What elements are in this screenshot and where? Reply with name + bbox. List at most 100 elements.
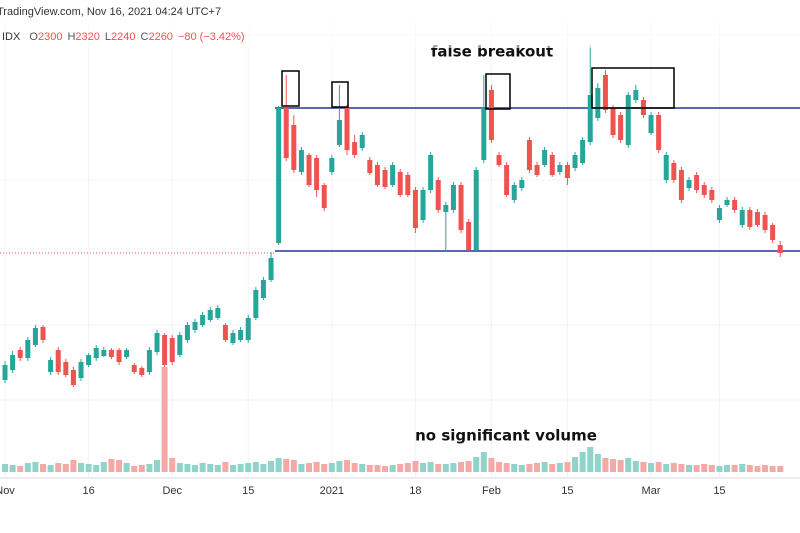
volume-bar: [701, 464, 708, 472]
volume-bar: [465, 461, 472, 472]
candle-body: [200, 315, 206, 325]
candle-body: [108, 350, 114, 357]
candle-body: [504, 165, 510, 195]
volume-bar: [17, 466, 24, 472]
candle-body: [63, 362, 69, 375]
candle-body: [671, 163, 677, 180]
candle-body: [116, 350, 122, 362]
candle-body: [656, 115, 662, 150]
ohlc-value: 2320: [75, 31, 99, 43]
candle-body: [732, 200, 738, 210]
candle-body: [466, 222, 472, 250]
candle-body: [32, 328, 38, 345]
candle-body: [754, 212, 760, 225]
x-tick-label: 16: [82, 485, 94, 497]
volume-bar: [648, 463, 655, 472]
x-tick-label: 18: [409, 485, 421, 497]
volume-bar: [275, 458, 282, 472]
candle-body: [93, 348, 99, 358]
candles: [2, 45, 783, 387]
volume-bar: [670, 463, 677, 472]
candle-body: [663, 155, 669, 180]
volume-bar: [731, 465, 738, 472]
candle-body: [762, 215, 768, 230]
candle-body: [321, 185, 327, 208]
volume-bar: [116, 460, 123, 472]
volume-bar: [503, 463, 510, 472]
candle-body: [557, 165, 563, 172]
change: −80 (−3.42%): [178, 31, 245, 43]
volume-bar: [617, 460, 624, 472]
candle-body: [314, 158, 320, 190]
x-tick-label: Mar: [642, 485, 661, 497]
volume-bar: [62, 464, 69, 472]
candle-body: [397, 172, 403, 195]
ohlc-value: 2260: [148, 31, 172, 43]
volume-bar: [268, 461, 275, 472]
volume-bar: [328, 463, 335, 472]
candle-body: [276, 108, 282, 243]
candle-body: [78, 362, 84, 378]
ohlc-value: 2240: [111, 31, 135, 43]
volume-bar: [458, 462, 465, 472]
volume-bar: [32, 462, 39, 472]
volume-bar: [594, 454, 601, 472]
candle-body: [359, 135, 365, 148]
volume-bar: [534, 463, 541, 472]
volume-bar: [549, 464, 556, 472]
candle-body: [633, 90, 639, 100]
volume-bar: [199, 463, 206, 472]
ohlc-legend: IDX O2300 H2320 L2240 C2260 −80 (−3.42%): [2, 31, 245, 43]
volume-bar: [245, 463, 252, 472]
candle-body: [139, 368, 145, 375]
candle-body: [694, 175, 700, 190]
candle-body: [542, 150, 548, 165]
volume-bar: [40, 464, 47, 472]
candle-body: [253, 290, 259, 318]
volume-bar: [496, 462, 503, 472]
candle-body: [610, 108, 616, 135]
candle-body: [534, 165, 540, 175]
candle-body: [154, 333, 160, 352]
candle-body: [101, 350, 107, 356]
candle-body: [648, 115, 654, 133]
candle-body: [390, 165, 396, 185]
volume-bar: [192, 465, 199, 472]
volume-bar: [138, 465, 145, 472]
volume-bar: [640, 462, 647, 472]
candle-body: [329, 158, 335, 172]
ohlc-key: L: [105, 31, 111, 43]
candle-body: [625, 95, 631, 145]
volume-bar: [100, 462, 107, 472]
volume-bar: [214, 465, 221, 472]
candle-body: [572, 155, 578, 168]
candle-body: [162, 335, 168, 365]
volume-bar: [237, 464, 244, 472]
candle-body: [207, 310, 213, 320]
volume-bar: [123, 463, 130, 472]
volume-bar: [541, 462, 548, 472]
volume-bar: [146, 464, 153, 472]
x-tick-label: Nov: [0, 485, 15, 497]
volume-bar: [708, 465, 715, 472]
x-tick-label: 15: [242, 485, 254, 497]
volume-bar: [754, 466, 761, 472]
volume-bar: [78, 463, 85, 472]
candle-body: [124, 350, 130, 357]
volume-bar: [572, 457, 579, 472]
candle-body: [192, 322, 198, 330]
volume-bar: [321, 464, 328, 472]
volume-bar: [625, 458, 632, 472]
volume-bar: [716, 466, 723, 472]
ohlc-key: H: [67, 31, 75, 43]
volume-bar: [526, 464, 533, 472]
volume-bar: [55, 463, 62, 472]
candle-body: [724, 200, 730, 205]
candle-body: [549, 155, 555, 175]
x-tick-label: Dec: [162, 485, 182, 497]
candle-body: [473, 170, 479, 250]
volume-bar: [587, 447, 594, 472]
volume-bar: [108, 459, 115, 472]
candle-body: [283, 108, 289, 158]
box: [591, 67, 675, 109]
